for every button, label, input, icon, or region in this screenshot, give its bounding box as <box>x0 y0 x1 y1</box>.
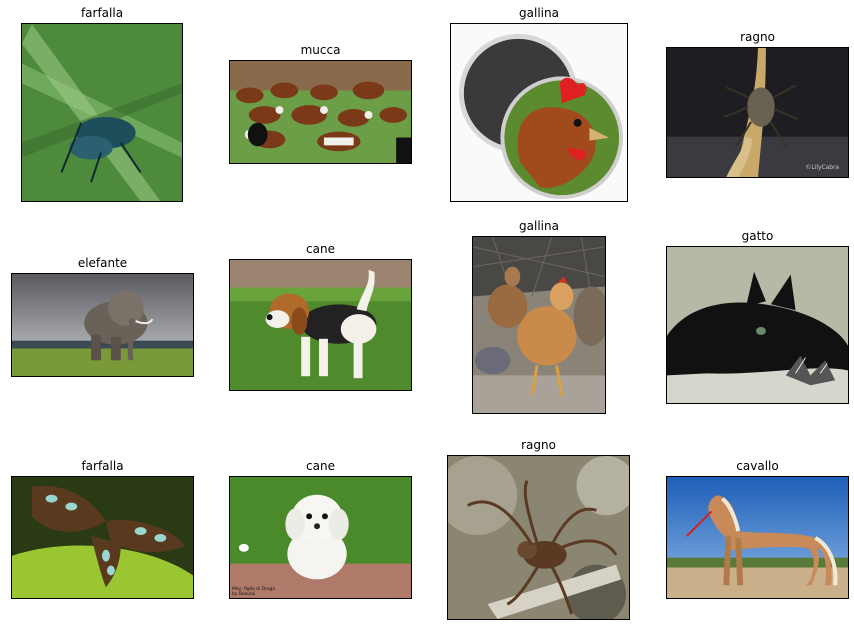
image-title: ragno <box>521 438 556 452</box>
chicken-magnet-photo <box>450 23 628 202</box>
elephant-photo <box>11 273 194 377</box>
image-cell-6: cane <box>229 242 412 391</box>
image-title: cane <box>306 242 335 256</box>
image-cell-8: gatto <box>666 229 849 404</box>
cows-photo <box>229 60 412 164</box>
white-puppy-photo: Mey, figlio di Draga by Beaulai <box>229 476 412 599</box>
photo-watermark: Mey, figlio di Draga by Beaulai <box>232 586 275 597</box>
butterfly-photo <box>21 23 183 202</box>
image-cell-12: cavallo <box>666 459 849 599</box>
image-cell-2: mucca <box>229 43 412 164</box>
image-cell-4: ragno ©LilyCabra <box>666 30 849 178</box>
horse-photo <box>666 476 849 599</box>
photo-watermark: ©LilyCabra <box>805 164 839 171</box>
image-cell-10: cane Mey, figlio di Draga by Beaulai <box>229 459 412 599</box>
image-title: farfalla <box>81 459 124 473</box>
image-cell-7: gallina <box>472 219 606 414</box>
image-title: cavallo <box>736 459 779 473</box>
spider-closeup-photo <box>447 455 630 620</box>
image-cell-9: farfalla <box>11 459 194 599</box>
image-title: gatto <box>741 229 774 243</box>
image-title: ragno <box>740 30 775 44</box>
image-title: mucca <box>300 43 341 57</box>
image-cell-5: elefante <box>11 256 194 377</box>
image-cell-3: gallina <box>450 6 628 202</box>
image-title: gallina <box>519 6 559 20</box>
image-title: farfalla <box>80 6 124 20</box>
image-title: elefante <box>77 256 128 270</box>
image-title: gallina <box>519 219 559 233</box>
image-cell-11: ragno <box>447 438 630 620</box>
beagle-photo <box>229 259 412 391</box>
black-cat-photo <box>666 246 849 404</box>
image-title: cane <box>306 459 335 473</box>
butterfly-wings-photo <box>11 476 194 599</box>
image-cell-1: farfalla <box>21 6 183 202</box>
spider-photo: ©LilyCabra <box>666 47 849 178</box>
hens-photo <box>472 236 606 414</box>
